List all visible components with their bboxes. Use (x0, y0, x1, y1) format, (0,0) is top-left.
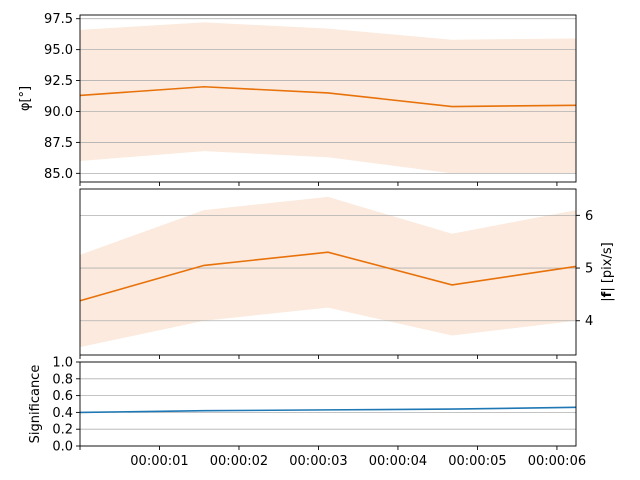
axes-frame (79, 361, 577, 447)
confidence-band (80, 22, 576, 174)
phi-panel: 85.0 87.5 90.0 92.5 95.0 97.5 φ[°] (18, 12, 577, 186)
y-axis-label: Significance (28, 365, 43, 444)
y-tick-label: 0.8 (52, 372, 73, 387)
y-tick-label: 1.0 (52, 356, 73, 371)
x-tick-label: 00:00:04 (369, 454, 427, 469)
y-tick-label: 4 (585, 314, 593, 329)
y-tick-label: 0.0 (52, 440, 73, 455)
series-line (79, 251, 577, 302)
y-tick-label: 95.0 (44, 43, 73, 58)
y-tick-label: 90.0 (44, 105, 73, 120)
y-axis-label: φ[°] (18, 86, 33, 111)
axes-frame (79, 14, 577, 183)
y-tick-label: 97.5 (44, 12, 73, 27)
y-tick-label: 85.0 (44, 167, 73, 182)
y-tick-label: 0.6 (52, 389, 73, 404)
x-tick-label: 00:00:05 (448, 454, 506, 469)
y-axis-label: |f| [pix/s] (600, 242, 615, 301)
y-tick-label: 5 (585, 262, 593, 277)
y-tick-label: 0.4 (52, 406, 73, 421)
flow-magnitude-panel: 4 5 6 |f| [pix/s] (79, 188, 615, 359)
significance-panel: 0.0 0.2 0.4 0.6 0.81.0 Significance 00:00:01 00… (28, 356, 586, 470)
x-tick-label: 00:00:03 (289, 454, 347, 469)
x-tick-label: 00:00:02 (210, 454, 268, 469)
confidence-band (80, 196, 576, 348)
x-tick-label: 00:00:01 (130, 454, 188, 469)
y-tick-label: 87.5 (44, 136, 73, 151)
series-line (79, 406, 577, 414)
y-tick-label: 0.2 (52, 423, 73, 438)
series-line (79, 85, 577, 108)
y-tick-label: 92.5 (44, 74, 73, 89)
axes-frame (79, 188, 577, 356)
x-tick-label: 00:00:06 (528, 454, 586, 469)
y-tick-label: 6 (585, 209, 593, 224)
